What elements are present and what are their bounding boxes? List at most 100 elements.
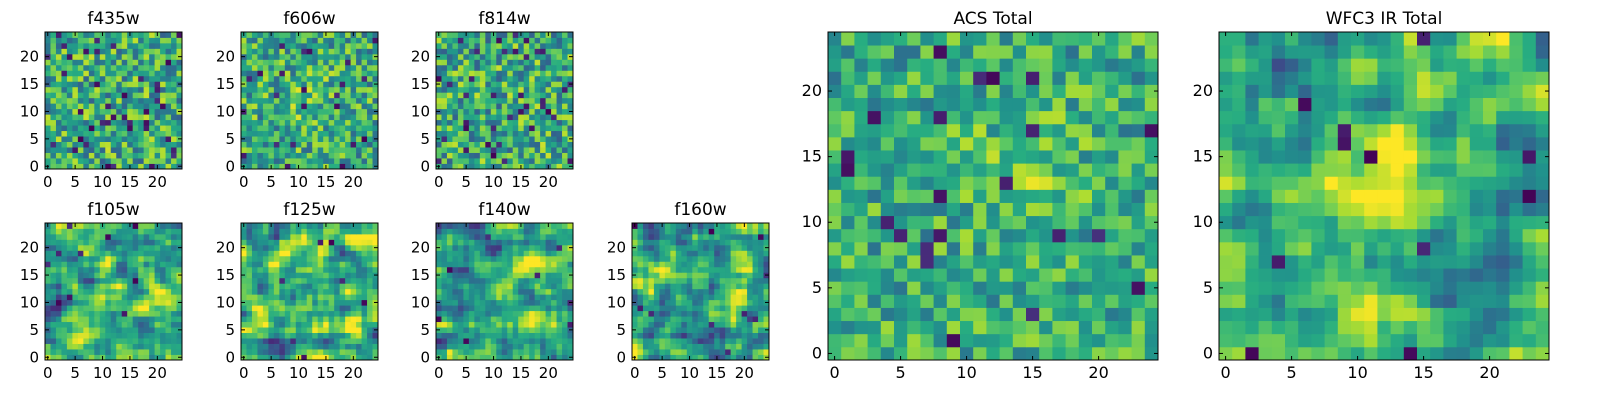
heatmap-cell: [686, 228, 693, 235]
heatmap-cell: [670, 277, 677, 284]
heatmap-cell: [306, 277, 313, 284]
heatmap-cell: [350, 294, 357, 301]
heatmap-cell: [290, 92, 297, 99]
heatmap-cell: [94, 354, 101, 361]
y-tick-label: 5: [225, 130, 235, 148]
heatmap-cell: [507, 233, 514, 240]
heatmap-cell: [334, 261, 341, 268]
heatmap-cell: [540, 103, 546, 110]
heatmap-cell: [372, 316, 379, 323]
heatmap-cell: [670, 223, 677, 229]
heatmap-cell: [562, 163, 568, 170]
heatmap-cell: [284, 32, 291, 38]
heatmap-cell: [334, 70, 341, 77]
heatmap-cell: [339, 266, 346, 273]
heatmap-cell: [468, 92, 475, 99]
heatmap-cell: [127, 349, 134, 355]
heatmap-cell: [99, 316, 106, 323]
heatmap-cell: [933, 346, 948, 361]
heatmap-cell: [312, 233, 319, 240]
heatmap-cell: [317, 152, 324, 159]
heatmap-cell: [725, 266, 732, 273]
heatmap-cell: [474, 305, 481, 312]
heatmap-cell: [121, 316, 128, 323]
heatmap-cell: [545, 103, 552, 110]
heatmap-cell: [160, 103, 166, 110]
heatmap-cell: [77, 108, 84, 115]
heatmap-cell: [350, 305, 357, 312]
heatmap-cell: [551, 163, 557, 170]
heatmap-cell: [1092, 320, 1106, 335]
heatmap-cell: [121, 158, 128, 164]
heatmap-cell: [105, 343, 112, 350]
heatmap-cell: [306, 223, 313, 229]
heatmap-cell: [659, 321, 666, 328]
heatmap-cell: [268, 261, 275, 268]
heatmap-cell: [121, 37, 128, 44]
heatmap-cell: [176, 332, 183, 339]
heatmap-cell: [295, 130, 302, 137]
heatmap-cell: [45, 288, 51, 295]
heatmap-cell: [501, 86, 508, 93]
heatmap-cell: [77, 327, 84, 333]
heatmap-cell: [165, 354, 172, 361]
heatmap-cell: [758, 223, 764, 229]
heatmap-cell: [567, 277, 574, 284]
heatmap-cell: [1092, 333, 1106, 348]
heatmap-cell: [642, 233, 649, 240]
heatmap-cell: [110, 283, 117, 290]
heatmap-cell: [828, 320, 842, 335]
heatmap-cell: [523, 305, 530, 312]
heatmap-cell: [295, 97, 302, 104]
heatmap-cell: [452, 136, 459, 142]
heatmap-cell: [556, 48, 563, 55]
heatmap-cell: [468, 277, 475, 284]
heatmap-cell: [1118, 228, 1132, 243]
heatmap-cell: [1092, 268, 1106, 282]
heatmap-cell: [567, 125, 574, 132]
heatmap-cell: [127, 228, 134, 235]
heatmap-cell: [165, 81, 172, 88]
heatmap-cell: [241, 332, 247, 339]
heatmap-cell: [132, 163, 139, 170]
heatmap-cell: [262, 147, 269, 153]
heatmap-cell: [171, 233, 177, 240]
heatmap-cell: [551, 152, 557, 159]
heatmap-cell: [279, 64, 286, 71]
heatmap-cell: [436, 42, 442, 49]
heatmap-cell: [441, 250, 448, 257]
heatmap-cell: [154, 299, 161, 306]
heatmap-cell: [880, 255, 895, 269]
heatmap-cell: [692, 316, 699, 323]
heatmap-cell: [77, 81, 84, 88]
heatmap-cell: [110, 119, 117, 126]
heatmap-cell: [94, 163, 101, 170]
heatmap-cell: [697, 349, 704, 355]
heatmap-cell: [295, 114, 302, 121]
heatmap-cell: [257, 233, 264, 240]
heatmap-cell: [758, 255, 764, 262]
heatmap-cell: [306, 114, 313, 121]
heatmap-cell: [752, 233, 759, 240]
heatmap-cell: [306, 48, 313, 55]
heatmap-cell: [66, 343, 73, 350]
heatmap-cell: [246, 332, 253, 339]
heatmap-cell: [463, 294, 470, 301]
heatmap-cell: [973, 320, 987, 335]
heatmap-cell: [1105, 281, 1119, 295]
heatmap-cell: [523, 147, 530, 153]
heatmap-cell: [485, 136, 492, 142]
heatmap-cell: [681, 261, 688, 268]
heatmap-cell: [540, 316, 546, 323]
heatmap-cell: [708, 272, 715, 279]
heatmap-cell: [55, 114, 62, 121]
heatmap-cell: [463, 42, 470, 49]
heatmap-cell: [72, 141, 79, 148]
heatmap-cell: [452, 349, 459, 355]
heatmap-cell: [317, 228, 324, 235]
heatmap-cell: [323, 81, 330, 88]
heatmap-cell: [116, 42, 123, 49]
heatmap-cell: [999, 333, 1014, 348]
heatmap-cell: [730, 343, 737, 350]
heatmap-cell: [441, 255, 448, 262]
